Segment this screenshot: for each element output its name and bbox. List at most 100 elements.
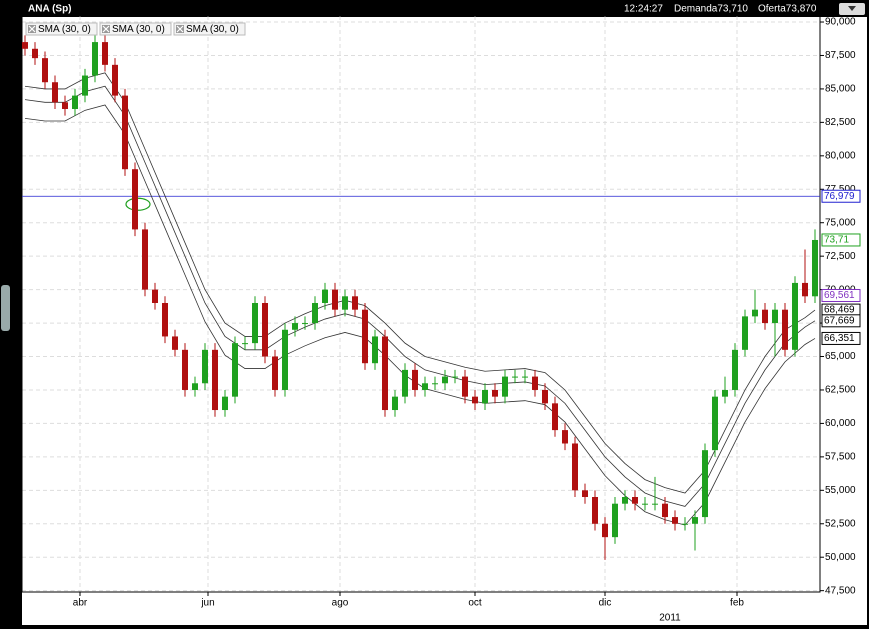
y-tick-label: 87,500 bbox=[825, 50, 856, 61]
legend-box bbox=[25, 22, 98, 36]
candle-body bbox=[382, 336, 388, 411]
price-label-box bbox=[821, 314, 861, 328]
candle-body bbox=[492, 389, 498, 397]
candle-body bbox=[52, 82, 58, 103]
candle-body bbox=[732, 349, 738, 390]
candle-body bbox=[212, 349, 218, 411]
dropdown-icon bbox=[848, 6, 856, 11]
candle-body bbox=[722, 389, 728, 397]
candle-body bbox=[182, 349, 188, 390]
candle-body bbox=[562, 430, 568, 444]
price-label: 76,979 bbox=[824, 191, 855, 202]
y-tick-label: 85,000 bbox=[825, 84, 856, 95]
candle-body bbox=[142, 229, 148, 290]
candle-body bbox=[272, 356, 278, 390]
side-handle[interactable] bbox=[1, 285, 10, 331]
candle-body bbox=[92, 42, 98, 76]
price-label: 66,351 bbox=[824, 333, 855, 344]
y-tick-label: 65,000 bbox=[825, 351, 856, 362]
candle-body bbox=[282, 329, 288, 390]
y-tick-label: 50,000 bbox=[825, 552, 856, 563]
candle-body bbox=[402, 369, 408, 397]
y-tick-label: 57,500 bbox=[825, 452, 856, 463]
year-label: 2011 bbox=[659, 613, 681, 624]
candle-body bbox=[352, 296, 358, 310]
candle-body bbox=[482, 389, 488, 404]
price-label: 68,469 bbox=[824, 305, 855, 316]
candle-body bbox=[712, 396, 718, 451]
price-label-box bbox=[821, 288, 861, 302]
candle-body bbox=[132, 169, 138, 230]
price-label: 67,669 bbox=[824, 315, 855, 326]
plot-border bbox=[21, 15, 821, 593]
candle-body bbox=[442, 376, 448, 384]
candle-body bbox=[342, 296, 348, 310]
y-tick-label: 60,000 bbox=[825, 418, 856, 429]
legend-close-x bbox=[102, 25, 110, 33]
candle-body bbox=[72, 95, 78, 109]
legend-label: SMA (30, 0) bbox=[186, 24, 239, 35]
legend-label: SMA (30, 0) bbox=[38, 24, 91, 35]
candle-body bbox=[682, 523, 688, 525]
candle-body bbox=[32, 48, 38, 59]
price-label-box bbox=[821, 189, 861, 203]
candle-body bbox=[422, 383, 428, 390]
y-tick-label: 77,500 bbox=[825, 184, 856, 195]
candle-body bbox=[522, 376, 528, 378]
candle-body bbox=[652, 503, 658, 505]
candle-body bbox=[302, 323, 308, 325]
candle-body bbox=[512, 376, 518, 378]
candle-body bbox=[702, 450, 708, 518]
candle-body bbox=[672, 517, 678, 524]
legend-box bbox=[99, 22, 172, 36]
candle-body bbox=[762, 309, 768, 324]
candle-body bbox=[632, 497, 638, 504]
sma-line bbox=[24, 72, 816, 494]
candle-body bbox=[372, 336, 378, 364]
candle-body bbox=[192, 383, 198, 390]
candle-body bbox=[662, 503, 668, 518]
candle-body bbox=[82, 75, 88, 96]
y-tick-label: 75,000 bbox=[825, 217, 856, 228]
candle-body bbox=[782, 309, 788, 350]
candle-body bbox=[292, 323, 298, 330]
candle-body bbox=[792, 282, 798, 350]
candle-body bbox=[252, 302, 258, 344]
candle-body bbox=[312, 302, 318, 324]
legend-close-x bbox=[28, 25, 36, 33]
y-tick-label: 72,500 bbox=[825, 251, 856, 262]
candle-body bbox=[602, 523, 608, 538]
candle-body bbox=[412, 369, 418, 390]
candle-body bbox=[22, 42, 28, 49]
sma-line bbox=[24, 85, 816, 507]
candle-body bbox=[162, 302, 168, 337]
candle-body bbox=[542, 389, 548, 404]
candle-body bbox=[112, 64, 118, 96]
candle-body bbox=[452, 376, 458, 378]
candle-body bbox=[362, 309, 368, 364]
candle-body bbox=[642, 503, 648, 505]
candle-body bbox=[62, 102, 68, 109]
candle-body bbox=[42, 58, 48, 83]
x-tick-label: abr bbox=[73, 598, 88, 609]
price-label: 69,561 bbox=[824, 290, 855, 301]
candle-body bbox=[572, 443, 578, 491]
candle-body bbox=[242, 343, 248, 345]
x-tick-label: feb bbox=[730, 598, 744, 609]
x-tick-label: oct bbox=[468, 598, 482, 609]
y-tick-label: 47,500 bbox=[825, 585, 856, 596]
candle-body bbox=[742, 316, 748, 350]
candle-body bbox=[532, 376, 538, 390]
legend-box bbox=[173, 22, 246, 36]
candle-body bbox=[322, 289, 328, 303]
candle-body bbox=[692, 517, 698, 524]
candle-body bbox=[102, 42, 108, 65]
candle-body bbox=[122, 95, 128, 170]
candle-body bbox=[232, 343, 238, 397]
candle-body bbox=[812, 239, 818, 297]
candle-body bbox=[462, 376, 468, 397]
ask: Oferta73,870 bbox=[758, 4, 817, 15]
candle-body bbox=[502, 376, 508, 397]
